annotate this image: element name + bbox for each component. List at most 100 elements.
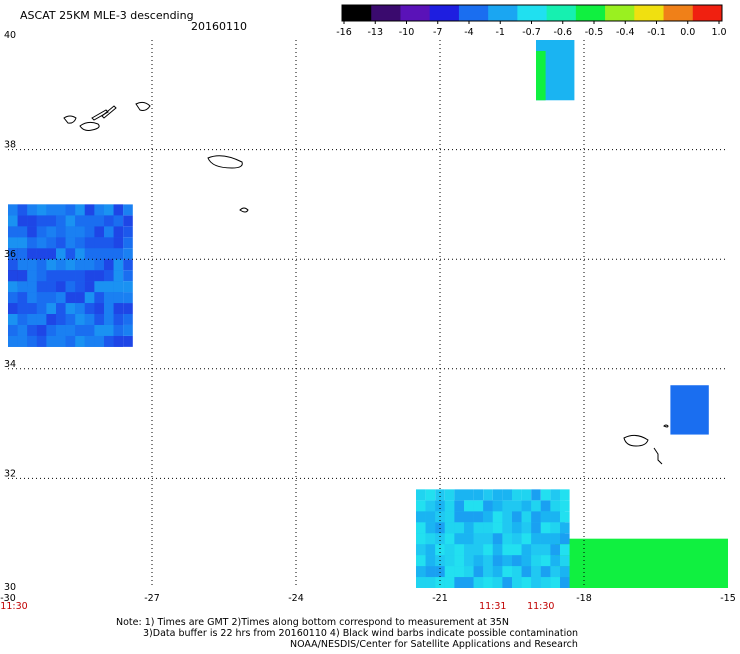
swath-pixel xyxy=(84,204,95,216)
swath-layer xyxy=(8,40,728,588)
swath-pixel xyxy=(65,226,76,238)
swath-pixel xyxy=(483,544,493,556)
island-outline xyxy=(623,434,649,447)
swath-pixel xyxy=(36,226,47,238)
swath-pixel xyxy=(531,511,541,523)
swath-pixel xyxy=(104,215,114,227)
swath-pixel xyxy=(8,237,18,249)
time-label: 11:30 xyxy=(527,601,554,612)
swath-pixel xyxy=(36,259,47,271)
swath-pixel xyxy=(123,314,133,325)
swath-pixel xyxy=(56,270,66,282)
swath-pixel xyxy=(550,544,560,556)
swath-pixel xyxy=(104,204,114,216)
swath-pixel xyxy=(454,489,464,501)
swath-pixel xyxy=(425,489,436,501)
swath-pixel xyxy=(444,489,455,501)
island-outline xyxy=(207,155,243,169)
swath-pixel xyxy=(65,248,76,260)
swath-pixel xyxy=(46,237,56,249)
swath-pixel xyxy=(473,555,484,567)
swath-pixel xyxy=(84,226,95,238)
swath-pixel xyxy=(502,555,512,567)
swath-pixel xyxy=(65,204,76,216)
swath-pixel xyxy=(75,335,85,347)
x-tick-label: -24 xyxy=(288,593,304,604)
island-outline xyxy=(135,101,151,111)
swath-pixel xyxy=(435,533,445,545)
swath-pixel xyxy=(84,335,95,347)
swath-pixel xyxy=(27,303,37,314)
swath-pixel xyxy=(425,577,436,588)
swath-pixel xyxy=(113,270,124,282)
swath-pixel xyxy=(46,259,56,271)
swath-pixel xyxy=(483,500,493,512)
swath-pixel xyxy=(75,248,85,260)
swath-pixel xyxy=(46,281,56,293)
colorbar-label: -0.6 xyxy=(553,27,572,38)
swath-pixel xyxy=(56,215,66,227)
swath-pixel xyxy=(521,544,532,556)
swath-pixel xyxy=(56,314,66,325)
swath-pixel xyxy=(123,215,133,227)
swath-pixel xyxy=(473,500,484,512)
swath-pixel xyxy=(550,533,560,545)
swath-pixel xyxy=(550,555,560,567)
swath-pixel xyxy=(113,237,124,249)
swath-pixel xyxy=(454,500,464,512)
swath-pixel xyxy=(123,292,133,304)
swath-pixel xyxy=(94,314,104,325)
swath-pixel xyxy=(84,215,95,227)
swath-pixel xyxy=(550,511,560,523)
island-outline xyxy=(653,447,663,465)
note-line-1: Note: 1) Times are GMT 2)Times along bot… xyxy=(116,617,509,628)
colorbar-label: 0.0 xyxy=(680,27,695,38)
swath-pixel xyxy=(8,292,18,304)
swath-pixel xyxy=(560,555,570,567)
swath-pixel xyxy=(17,270,28,282)
swath-pixel xyxy=(27,259,37,271)
swath-pixel xyxy=(94,204,104,216)
swath-pixel xyxy=(65,303,76,314)
colorbar-label: -1 xyxy=(496,27,505,38)
swath-pixel xyxy=(113,303,124,314)
swath-pixel xyxy=(512,511,522,523)
swath-pixel xyxy=(435,544,445,556)
swath-pixel xyxy=(104,259,114,271)
swath-pixel xyxy=(540,489,551,501)
swath-pixel xyxy=(104,270,114,282)
swath-pixel xyxy=(550,522,560,534)
swath-pixel xyxy=(521,533,532,545)
swath-pixel xyxy=(521,489,532,501)
swath-pixel xyxy=(46,324,56,336)
swath-pixel xyxy=(473,522,484,534)
swath-pixel xyxy=(464,489,474,501)
swath-pixel xyxy=(454,511,464,523)
island-outline xyxy=(663,424,669,428)
swath-pixel xyxy=(17,314,28,325)
swath-pixel xyxy=(17,237,28,249)
swath-pixel xyxy=(8,314,18,325)
swath-pixel xyxy=(550,566,560,578)
swath-pixel xyxy=(8,248,18,260)
swath-pixel xyxy=(464,522,474,534)
swath-block xyxy=(536,50,546,101)
swath-pixel xyxy=(46,248,56,260)
colorbar-segment xyxy=(517,5,548,21)
y-tick-label: 34 xyxy=(4,359,16,370)
swath-pixel xyxy=(113,314,124,325)
swath-pixel xyxy=(454,577,464,588)
colorbar-label: -0.4 xyxy=(616,27,635,38)
swath-pixel xyxy=(454,522,464,534)
x-tick-label: -27 xyxy=(144,593,160,604)
swath-pixel xyxy=(123,303,133,314)
swath-pixel xyxy=(123,248,133,260)
swath-pixel xyxy=(36,303,47,314)
swath-pixel xyxy=(94,292,104,304)
swath-pixel xyxy=(464,533,474,545)
swath-pixel xyxy=(75,237,85,249)
colorbar-segment xyxy=(663,5,694,21)
swath-pixel xyxy=(492,544,503,556)
swath-pixel xyxy=(550,500,560,512)
